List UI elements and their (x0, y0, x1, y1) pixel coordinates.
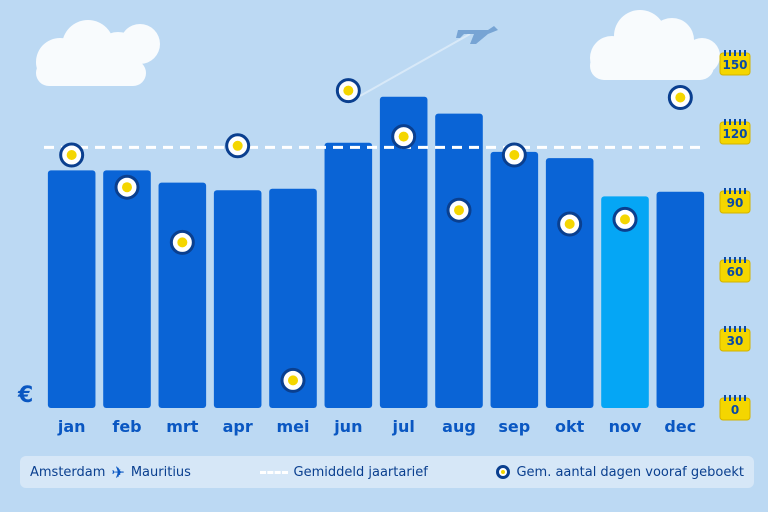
marker-dec (667, 85, 693, 110)
x-tick-label-mrt: mrt (166, 417, 199, 436)
legend-average-label: Gemiddeld jaartarief (293, 464, 428, 480)
legend-points: Gem. aantal dagen vooraf geboekt (496, 465, 744, 480)
x-tick-label-sep: sep (498, 417, 530, 436)
bar-aug (435, 113, 483, 408)
bar-mei (269, 188, 317, 408)
y-tick-label-120: 120 (722, 127, 747, 141)
bar-feb (103, 170, 151, 408)
airplane-icon: ✈ (111, 462, 125, 482)
marker-apr (225, 133, 251, 159)
currency-symbol: € (17, 383, 33, 408)
bar-jan (47, 170, 96, 408)
marker-okt (557, 211, 583, 237)
bar-apr (213, 190, 262, 408)
bar-sep (490, 151, 539, 408)
calendar-tick-120: 120 (719, 119, 751, 145)
marker-nov (612, 206, 638, 232)
bar-jun (324, 142, 373, 408)
marker-sep (501, 142, 527, 168)
y-tick-label-30: 30 (727, 334, 744, 348)
x-tick-label-jul: jul (391, 417, 414, 436)
x-tick-label-feb: feb (112, 417, 141, 436)
legend-destination: Mauritius (130, 464, 191, 480)
y-tick-label-60: 60 (727, 265, 744, 279)
x-tick-label-dec: dec (664, 417, 696, 436)
bar-mrt (158, 182, 207, 408)
legend-average: Gemiddeld jaartarief (259, 464, 428, 480)
x-tick-label-apr: apr (223, 417, 253, 436)
x-tick-label-aug: aug (442, 417, 476, 436)
y-tick-label-90: 90 (727, 196, 744, 210)
marker-jan (59, 142, 85, 168)
marker-jun (335, 78, 361, 104)
legend-route: Amsterdam ✈ Mauritius (30, 463, 191, 482)
dashed-line-icon (259, 470, 288, 474)
marker-mei (280, 367, 306, 393)
bar-nov (601, 196, 649, 408)
x-tick-label-nov: nov (609, 417, 642, 436)
calendar-tick-0: 0 (719, 395, 751, 421)
bar-okt (545, 158, 594, 408)
right-axis-ticks: 0 30 60 90 120 150 (719, 50, 751, 421)
legend: Amsterdam ✈ Mauritius Gemiddeld jaartari… (20, 456, 754, 488)
cloud-left (36, 20, 160, 86)
legend-origin: Amsterdam (30, 464, 106, 480)
calendar-tick-60: 60 (719, 257, 751, 283)
bars-layer (47, 96, 705, 408)
x-axis-labels: jan feb mrt apr mei jun jul aug sep okt nov dec (57, 417, 696, 436)
marker-jul (391, 124, 417, 150)
calendar-tick-90: 90 (719, 188, 751, 214)
airplane-icon (359, 26, 498, 97)
x-tick-label-jun: jun (333, 417, 362, 436)
bar-dec (656, 191, 705, 408)
marker-aug (446, 197, 472, 223)
cloud-right (590, 10, 720, 80)
calendar-tick-30: 30 (719, 326, 751, 352)
bar-jul (379, 96, 428, 408)
x-tick-label-mei: mei (276, 417, 309, 436)
x-tick-label-jan: jan (57, 417, 86, 436)
y-tick-label-0: 0 (731, 403, 739, 417)
marker-feb (114, 174, 140, 200)
markers-layer (59, 78, 693, 393)
y-tick-label-150: 150 (722, 58, 747, 72)
marker-mrt (169, 229, 195, 255)
x-tick-label-okt: okt (555, 417, 585, 436)
legend-points-label: Gem. aantal dagen vooraf geboekt (516, 464, 744, 480)
marker-dot-icon (496, 465, 511, 479)
calendar-tick-150: 150 (719, 50, 751, 76)
